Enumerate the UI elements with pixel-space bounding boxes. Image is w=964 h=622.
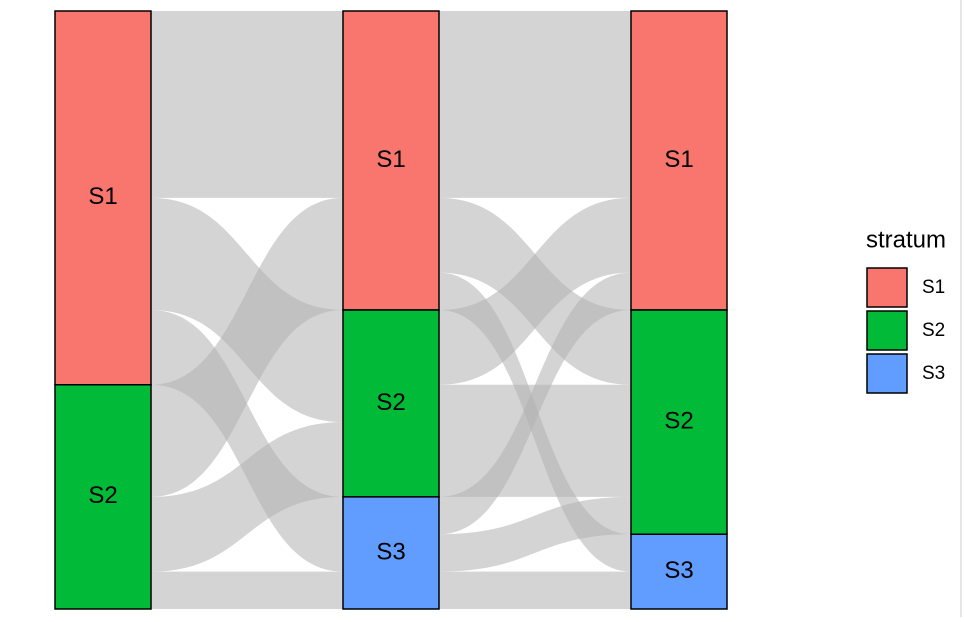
stratum bbox=[54, 10, 152, 386]
stratum-label: S1 bbox=[376, 146, 405, 173]
flow bbox=[439, 272, 631, 535]
flow bbox=[151, 422, 343, 572]
stratum-label: S2 bbox=[88, 482, 117, 509]
legend-label: S1 bbox=[922, 277, 945, 298]
flows bbox=[151, 11, 631, 609]
legend-key bbox=[866, 353, 908, 394]
stratum-label: S1 bbox=[664, 146, 693, 173]
flow bbox=[439, 11, 631, 198]
stratum-label: S1 bbox=[88, 183, 117, 210]
stratum bbox=[54, 384, 152, 610]
legend-key bbox=[866, 310, 908, 351]
stratum bbox=[630, 533, 728, 610]
stratum bbox=[342, 496, 440, 610]
flow bbox=[151, 571, 343, 609]
legend-title: stratum bbox=[866, 226, 946, 253]
legend-label: S2 bbox=[922, 320, 945, 341]
flow bbox=[151, 11, 343, 198]
legend: S1 S2 S3 bbox=[866, 267, 945, 394]
strata: S1 S2 S1 S2 S3 S1 S2 S3 bbox=[54, 10, 728, 610]
flow bbox=[151, 197, 343, 497]
stratum-label: S3 bbox=[376, 538, 405, 565]
stratum bbox=[342, 309, 440, 498]
stratum-label: S2 bbox=[376, 389, 405, 416]
stratum bbox=[630, 10, 728, 311]
flow bbox=[439, 197, 631, 385]
flow bbox=[439, 384, 631, 497]
flow bbox=[439, 571, 631, 609]
stratum-label: S3 bbox=[664, 557, 693, 584]
stratum-label: S2 bbox=[664, 407, 693, 434]
legend-label: S3 bbox=[922, 363, 945, 384]
flow bbox=[439, 496, 631, 572]
legend-key bbox=[866, 267, 908, 308]
